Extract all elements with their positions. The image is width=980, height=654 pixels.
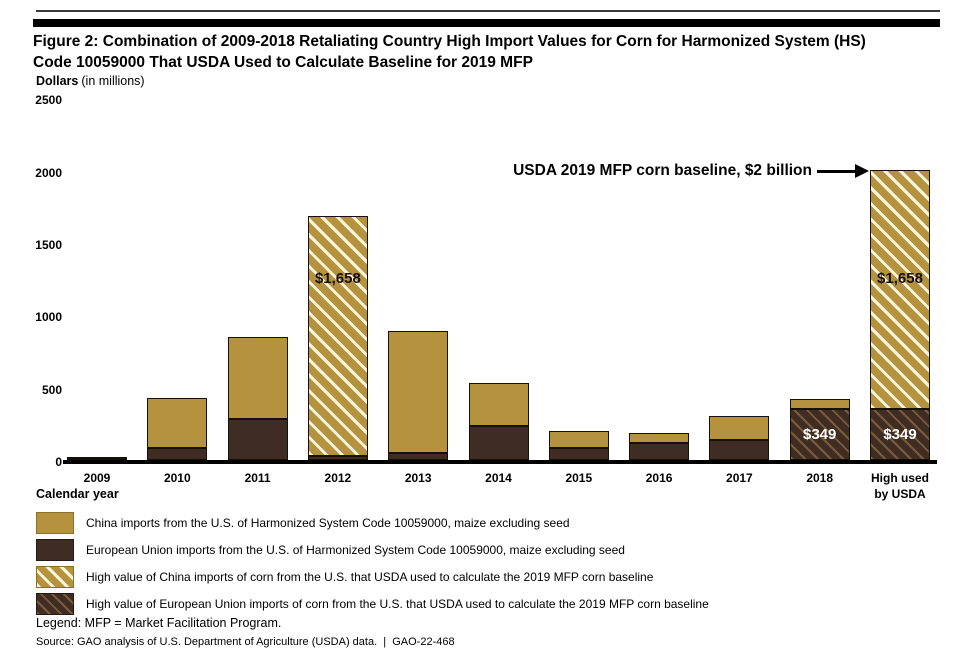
top-thin-rule — [36, 10, 940, 12]
brown-hatched-swatch-icon — [36, 592, 74, 615]
bar-2009-china-segment — [67, 457, 127, 460]
y-tick-label-0: 0 — [55, 455, 62, 469]
x-tick-label-2015: 2015 — [565, 471, 593, 485]
x-tick-label-high-used-by-usda: High used by USDA — [870, 471, 929, 501]
bar-2010-china-segment — [147, 397, 208, 449]
bar-2015-eu-segment — [548, 448, 609, 460]
x-tick-label-2016: 2016 — [645, 471, 673, 485]
bar-2013-eu-segment — [388, 453, 449, 460]
x-tick-label-2018: 2018 — [806, 471, 834, 485]
legend-item-brown-solid: European Union imports from the U.S. of … — [36, 536, 956, 563]
bar-2016-china-segment — [629, 433, 690, 443]
top-thick-rule — [33, 19, 940, 27]
bar-high-used-by-usda-china-value-label: $1,658 — [877, 270, 923, 287]
annotation-arrow-head-icon — [855, 164, 869, 178]
legend-item-gold-solid: China imports from the U.S. of Harmonize… — [36, 509, 956, 536]
source-line: Source: GAO analysis of U.S. Department … — [36, 636, 455, 648]
y-tick-label-1000: 1000 — [35, 310, 62, 325]
baseline-annotation-text: USDA 2019 MFP corn baseline, $2 billion — [513, 162, 812, 179]
x-axis-title: Calendar year — [36, 487, 119, 501]
x-tick-label-2017: 2017 — [726, 471, 753, 485]
x-tick-label-2011: 2011 — [244, 471, 271, 485]
y-tick-label-2000: 2000 — [35, 165, 62, 180]
legend-item-label: European Union imports from the U.S. of … — [86, 542, 625, 557]
legend-item-label: High value of European Union imports of … — [86, 596, 709, 611]
x-axis-line — [63, 460, 937, 464]
gold-solid-swatch-icon — [36, 511, 74, 534]
legend-note: Legend: MFP = Market Facilitation Progra… — [36, 616, 282, 630]
bar-2014-china-segment — [468, 382, 529, 426]
bar-2013-china-segment — [388, 331, 449, 454]
bar-2018-eu-segment — [789, 409, 850, 460]
bar-2017-china-segment — [709, 415, 770, 440]
figure-title: Figure 2: Combination of 2009-2018 Retal… — [33, 33, 866, 71]
gold-hatched-swatch-icon — [36, 565, 74, 588]
y-tick-label-2500: 2500 — [35, 93, 62, 108]
bar-high-used-by-usda-eu-segment — [870, 409, 930, 460]
bar-2018-eu-value-label: $349 — [803, 425, 837, 443]
bar-2010-eu-segment — [147, 448, 208, 460]
bar-2014-eu-segment — [468, 425, 529, 460]
bar-2016-eu-segment — [629, 442, 690, 460]
bar-2011-china-segment — [227, 336, 288, 419]
bar-2015-china-segment — [548, 431, 609, 449]
bar-high-used-by-usda-eu-value-label: $349 — [883, 425, 917, 443]
x-tick-label-2010: 2010 — [163, 471, 191, 485]
legend-item-brown-hatched: High value of European Union imports of … — [36, 590, 956, 617]
bar-2012-china-value-label: $1,658 — [314, 270, 361, 287]
legend-item-label: China imports from the U.S. of Harmonize… — [86, 515, 570, 530]
y-tick-label-500: 500 — [41, 382, 62, 397]
x-tick-label-2014: 2014 — [485, 471, 512, 485]
brown-solid-swatch-icon — [36, 538, 74, 561]
bar-2018-china-segment — [789, 399, 850, 410]
bar-2011-eu-segment — [227, 418, 288, 460]
y-axis-unit-label: Dollars (in millions) — [36, 74, 145, 88]
x-tick-label-2013: 2013 — [404, 471, 432, 485]
bar-2012-eu-segment — [307, 455, 368, 460]
bar-high-used-by-usda-china-segment — [870, 169, 930, 410]
x-tick-label-2009: 2009 — [83, 471, 111, 485]
legend-item-gold-hatched: High value of China imports of corn from… — [36, 563, 956, 590]
x-tick-label-2012: 2012 — [324, 471, 352, 485]
bar-2012-china-segment — [307, 215, 368, 456]
legend-item-label: High value of China imports of corn from… — [86, 569, 654, 584]
y-tick-label-1500: 1500 — [35, 237, 62, 252]
chart-legend: China imports from the U.S. of Harmonize… — [36, 509, 956, 617]
bar-2017-eu-segment — [709, 439, 770, 460]
y-axis-unit-note: (in millions) — [81, 74, 145, 88]
annotation-arrow-line — [817, 170, 857, 173]
y-axis-unit-bold: Dollars — [36, 74, 79, 88]
